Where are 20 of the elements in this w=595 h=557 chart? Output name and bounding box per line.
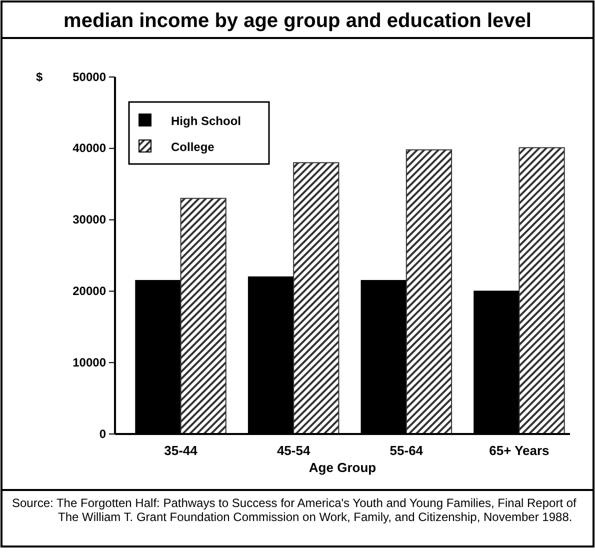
x-tick-label: 45-54 bbox=[276, 443, 311, 458]
chart-title: median income by age group and education level bbox=[64, 10, 532, 32]
y-tick-label: 10000 bbox=[72, 355, 106, 370]
bar bbox=[180, 198, 226, 434]
y-axis-title: $ bbox=[36, 70, 43, 84]
x-axis-title: Age Group bbox=[308, 460, 376, 475]
y-tick-label: 20000 bbox=[72, 284, 106, 298]
legend-label: High School bbox=[171, 114, 241, 128]
bar bbox=[293, 162, 340, 434]
legend-label: College bbox=[171, 140, 215, 154]
source-note: Source: The Forgotten Half: Pathways to Success for America's Youth and Young Families, Final Report of The William T. Grant Foundation Commission on Work, Family, and Citizenship, November 1988. bbox=[12, 496, 578, 524]
x-tick-label: 55-64 bbox=[390, 443, 424, 458]
y-tick-label: 40000 bbox=[72, 141, 106, 156]
y-tick-label: 30000 bbox=[72, 212, 106, 227]
bar bbox=[518, 147, 565, 434]
x-tick-label: 35-44 bbox=[164, 443, 198, 458]
bar bbox=[406, 149, 452, 434]
x-tick-label: 65+ Years bbox=[489, 443, 550, 458]
y-tick-label: 50000 bbox=[72, 70, 106, 84]
y-tick-label: 0 bbox=[99, 426, 106, 441]
